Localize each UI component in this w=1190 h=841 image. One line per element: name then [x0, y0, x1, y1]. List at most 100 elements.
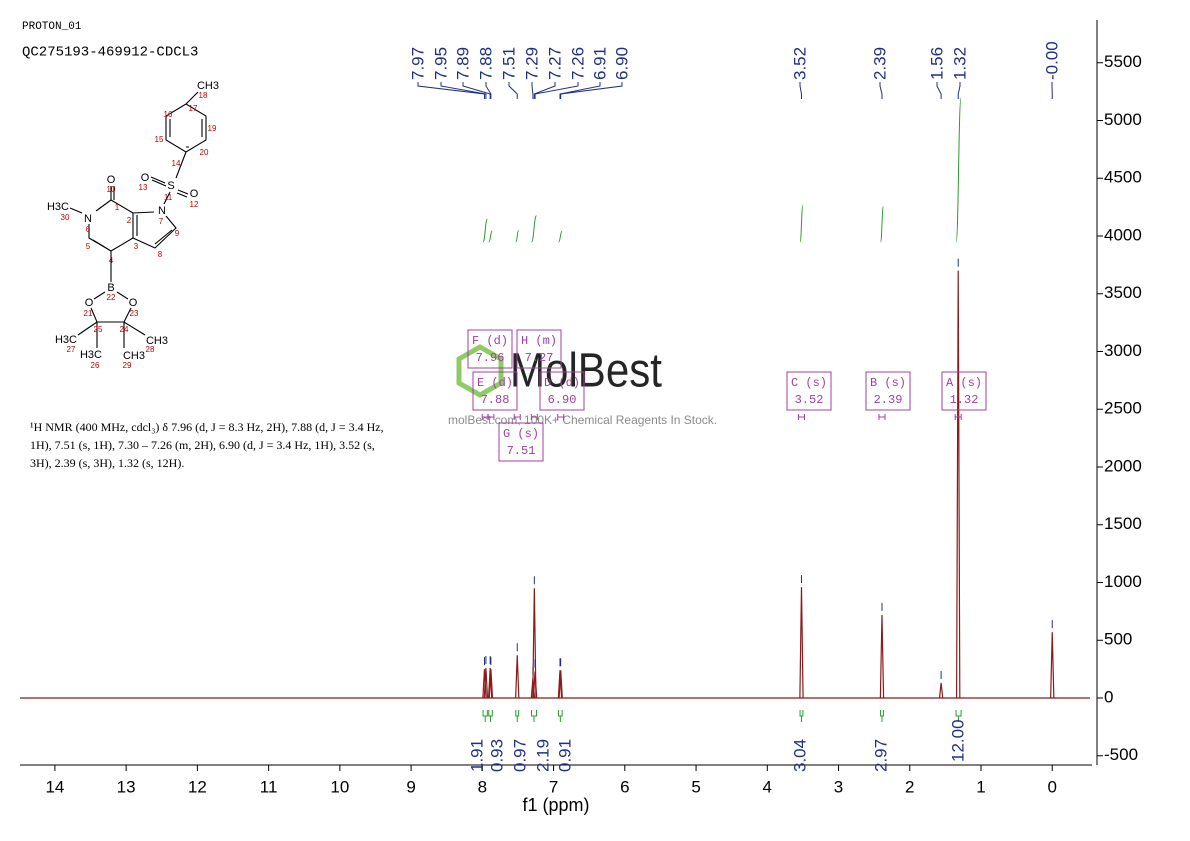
atom-number: 26 [91, 361, 100, 370]
peak-connector [936, 82, 942, 99]
peak-connector [559, 82, 601, 99]
integral-bracket [488, 710, 493, 722]
peak-connector [879, 82, 883, 99]
atom-number: 9 [175, 229, 180, 238]
peak-connector [799, 82, 802, 99]
integral-bracket [955, 710, 962, 722]
multiplet-shift: 7.51 [507, 444, 536, 458]
x-tick-label: 13 [117, 777, 136, 796]
atom-label: N [84, 213, 92, 225]
atom-label: CH3 [123, 350, 145, 362]
peak [488, 669, 494, 699]
x-tick-label: 8 [478, 777, 487, 796]
atom-number: 8 [158, 250, 163, 259]
integral-curve [558, 230, 563, 243]
integral-curve [880, 205, 884, 243]
integral-curve [482, 218, 488, 243]
peak-label: 1.56 [927, 47, 946, 80]
integral-bracket [530, 710, 537, 722]
peak [1050, 632, 1055, 699]
x-tick-label: 9 [406, 777, 415, 796]
integral-curve [799, 205, 804, 243]
atom-label: H3C [55, 334, 77, 346]
peak [487, 667, 493, 699]
peak [956, 270, 961, 699]
integral-label: 1.91 [467, 739, 486, 772]
integral-label: 12.00 [948, 719, 967, 762]
peak [938, 682, 944, 699]
peak-label: 7.27 [545, 47, 564, 80]
y-tick-label: 4000 [1104, 225, 1142, 244]
x-tick-label: 6 [620, 777, 629, 796]
peak-label: 7.29 [522, 47, 541, 80]
x-tick-label: 7 [549, 777, 558, 796]
multiplet-box [865, 371, 911, 411]
atom-number: 20 [200, 148, 209, 157]
multiplet-name: B (s) [870, 376, 906, 390]
y-tick-label: 1500 [1104, 514, 1142, 533]
multiplet-name: G (s) [503, 427, 539, 441]
multiplet-shift: 2.39 [874, 393, 903, 407]
peak-connector [957, 82, 961, 99]
multiplet-box [472, 371, 518, 411]
atom-number: 15 [155, 135, 164, 144]
y-tick-label: 4500 [1104, 168, 1142, 187]
spectrum-title: PROTON_01 [22, 21, 82, 33]
peak-label: 3.52 [790, 47, 809, 80]
integral-bracket [880, 710, 884, 722]
atom-number: 27 [67, 345, 76, 354]
integral-bracket [515, 710, 520, 722]
y-tick-label: -500 [1104, 745, 1138, 764]
x-tick-label: 3 [834, 777, 843, 796]
atom-number: 21 [84, 309, 93, 318]
y-tick-label: 0 [1104, 687, 1113, 706]
x-tick-label: 12 [188, 777, 207, 796]
integral-curve [515, 229, 520, 243]
atom-number: 29 [123, 361, 132, 370]
multiplet-tick [530, 414, 538, 420]
integral-bracket [558, 710, 563, 722]
atom-label: H3C [80, 349, 102, 361]
peak-label: 2.39 [870, 47, 889, 80]
multiplet-box [786, 371, 832, 411]
y-tick-label: 1000 [1104, 572, 1142, 591]
atom-number: 11 [164, 193, 173, 202]
multiplet-shift: 6.90 [548, 393, 577, 407]
atom-label: O [107, 174, 116, 186]
peak [515, 655, 520, 699]
peak-label: 6.91 [590, 47, 609, 80]
x-tick-label: 11 [260, 777, 278, 796]
multiplet-box [467, 329, 513, 369]
x-axis-label: f1 (ppm) [522, 795, 589, 815]
peak [799, 587, 804, 699]
atom-number: 1 [115, 203, 120, 212]
x-tick-label: 5 [691, 777, 700, 796]
peak-label: 7.26 [568, 47, 587, 80]
multiplet-tick [481, 414, 489, 420]
atom-number: 28 [146, 345, 155, 354]
atom-label: N [158, 205, 166, 217]
integral-bracket [799, 710, 804, 722]
atom-label: O [190, 188, 199, 200]
atom-number: 6 [86, 225, 91, 234]
atom-label: CH3 [197, 80, 219, 92]
y-tick-label: 3500 [1104, 283, 1142, 302]
logo-text: MolBest [510, 345, 662, 398]
peak [483, 667, 489, 699]
integral-label: 3.04 [790, 739, 809, 772]
atom-number: 25 [94, 325, 103, 334]
atom-number: 5 [86, 242, 91, 251]
peak-label: 7.89 [453, 47, 472, 80]
atom-number: 13 [139, 183, 148, 192]
atom-label: O [85, 297, 94, 309]
peak-connector [560, 82, 623, 99]
peak-connector [533, 82, 556, 99]
peak-connector [440, 82, 487, 99]
atom-number: 10 [107, 185, 116, 194]
multiplet-name: A (s) [946, 376, 982, 390]
x-tick-label: 2 [905, 777, 914, 796]
y-tick-label: 500 [1104, 630, 1132, 649]
y-tick-label: 2000 [1104, 456, 1142, 475]
